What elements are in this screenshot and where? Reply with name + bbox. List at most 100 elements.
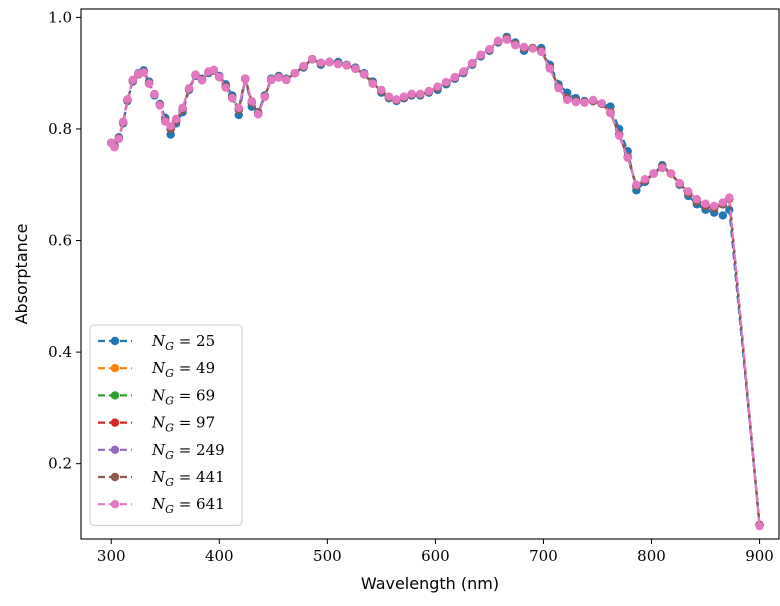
y-tick-label: 0.8 [48,120,72,138]
legend-label: NG = 641 [151,495,225,516]
data-point [528,44,537,53]
data-point [588,95,598,105]
data-point [433,82,442,91]
data-point [384,92,394,101]
legend-entry: NG = 69 [98,386,215,407]
data-point [684,187,693,196]
data-point [485,44,494,54]
x-tick-label: 700 [529,547,558,565]
legend-marker [110,364,120,373]
data-point [537,47,546,57]
data-point [247,96,256,106]
data-point [260,92,269,102]
legend-entry: NG = 249 [98,441,225,462]
axis-ticks: 300 400 500 600 700 800 900 0.2 0.4 0.6 0.8 1.0 [48,8,774,565]
series-641 [107,35,764,531]
data-point [614,131,624,140]
legend-marker [110,500,120,509]
x-tick-label: 500 [313,547,342,565]
data-point [171,114,181,124]
data-point [467,58,477,68]
data-point [368,79,377,88]
x-tick-label: 300 [97,547,126,565]
legend-label: NG = 441 [151,468,225,489]
x-tick-label: 900 [745,547,774,565]
data-point [228,94,237,103]
data-point [359,70,369,79]
x-tick-label: 800 [637,547,666,565]
data-point [493,36,503,45]
data-point [416,89,425,99]
legend-marker [110,336,120,346]
y-axis-label: Absorptance [12,224,31,325]
legend-marker [110,445,120,454]
data-point [563,95,572,105]
data-point [709,201,719,211]
y-tick-label: 1.0 [48,8,72,26]
data-point [649,169,658,178]
data-point [718,198,728,207]
legend-entry: NG = 49 [98,359,215,380]
x-tick-label: 400 [205,547,234,565]
data-point [571,97,581,107]
data-point [118,117,128,126]
data-point [597,99,606,108]
legend-label: NG = 25 [151,332,215,353]
legend-label: NG = 97 [151,414,215,435]
data-point [450,72,460,82]
legend-marker [110,418,120,427]
data-point [692,195,702,204]
data-point [114,134,124,144]
data-point [254,110,263,119]
data-point [209,65,219,75]
data-point [424,86,434,96]
legend-entry: NG = 441 [98,468,225,489]
data-point [144,79,154,88]
data-point [606,109,615,118]
data-point [274,73,283,82]
x-tick-label: 600 [421,547,450,565]
data-point [623,153,632,163]
legend: NG = 25 NG = 49 NG = 69 NG = 97 NG = 249 NG =… [89,324,243,526]
data-point [476,50,485,59]
data-point [407,89,416,99]
data-point [308,55,317,64]
data-point [178,103,187,112]
data-point [755,521,764,531]
data-point [377,85,386,95]
data-point [580,98,589,107]
legend-entry: NG = 641 [98,495,225,516]
y-tick-label: 0.2 [48,455,72,473]
data-point [333,60,343,69]
legend-label: NG = 49 [151,359,215,380]
legend-marker [110,391,120,400]
data-point [123,95,132,104]
legend-entry: NG = 25 [98,332,215,353]
data-point [166,121,175,131]
y-tick-label: 0.4 [48,343,72,361]
legend-marker [110,472,120,482]
data-point [282,75,291,85]
data-point [632,180,641,189]
data-point [640,174,650,184]
data-point [545,64,555,73]
data-point [215,72,224,82]
data-point [442,77,451,87]
legend-label: NG = 249 [151,441,225,462]
legend-label: NG = 69 [151,386,215,407]
data-point [110,143,119,152]
data-point [184,84,194,93]
data-point [316,58,326,67]
data-point [197,76,207,85]
data-point [155,101,165,110]
data-point [399,92,409,101]
data-point [725,193,734,202]
data-point [191,70,200,80]
data-point [241,74,250,83]
plot-frame [80,8,780,540]
data-point [139,68,148,77]
legend-entry: NG = 97 [98,414,215,435]
data-point [519,42,529,52]
